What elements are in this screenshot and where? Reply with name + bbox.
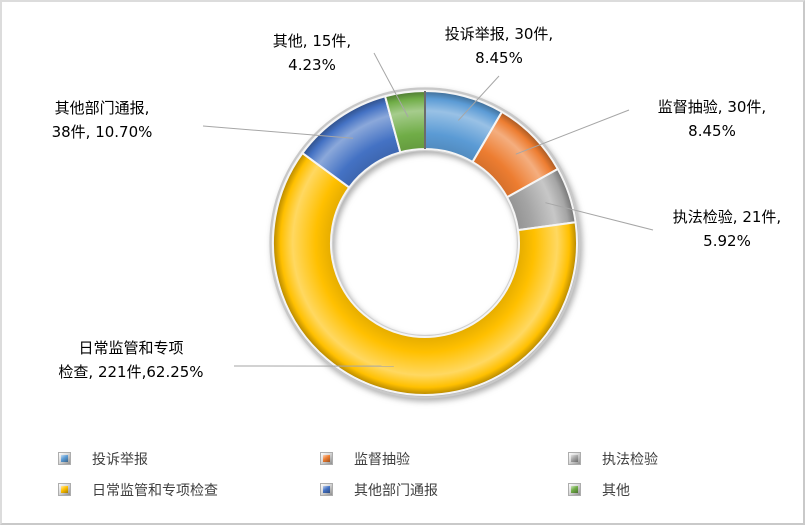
legend-item-qita-bumen-tongbao: 其他部门通报 — [320, 481, 568, 499]
data-label-line: 监督抽验, 30件, — [657, 98, 767, 116]
doughnut-body — [269, 87, 581, 399]
legend-item-zhifa-jianyan: 执法检验 — [568, 450, 658, 468]
data-label-richang-jianguan: 日常监管和专项 检查, 221件,62.25% — [25, 336, 237, 384]
data-label-line: 8.45% — [688, 122, 736, 140]
data-label-line: 日常监管和专项 — [78, 339, 184, 357]
legend-marker-icon — [320, 483, 333, 496]
data-label-line: 其他部门通报, — [54, 99, 150, 117]
legend-label: 执法检验 — [602, 451, 658, 468]
leader-line-5 — [373, 52, 409, 118]
legend-marker-icon — [568, 452, 581, 465]
legend-label: 日常监管和专项检查 — [92, 482, 218, 499]
inner-rim — [331, 149, 519, 337]
legend-item-jiandu-chouyan: 监督抽验 — [320, 450, 568, 468]
data-label-line: 4.23% — [288, 56, 336, 74]
data-label-line: 5.92% — [703, 232, 751, 250]
legend-label: 其他 — [602, 482, 630, 499]
leader-line-4 — [202, 125, 354, 139]
legend-marker-icon — [58, 452, 71, 465]
leader-line-2 — [545, 202, 654, 231]
legend-label: 其他部门通报 — [354, 482, 438, 499]
legend-item-qita: 其他 — [568, 481, 658, 499]
legend-item-tousu-jubao: 投诉举报 — [58, 450, 320, 468]
data-label-tousu-jubao: 投诉举报, 30件, 8.45% — [430, 22, 568, 70]
data-label-zhifa-jianyan: 执法检验, 21件, 5.92% — [648, 205, 803, 253]
legend-marker-icon — [58, 483, 71, 496]
data-label-qita-bumen-tongbao: 其他部门通报, 38件, 10.70% — [30, 96, 174, 144]
legend-marker-icon — [320, 452, 333, 465]
data-label-jiandu-chouyan: 监督抽验, 30件, 8.45% — [625, 95, 799, 143]
data-label-line: 执法检验, 21件, — [672, 208, 782, 226]
data-label-qita: 其他, 15件, 4.23% — [253, 29, 371, 77]
legend-marker-icon — [568, 483, 581, 496]
data-label-line: 38件, 10.70% — [51, 123, 153, 141]
leader-line-0 — [457, 75, 500, 121]
data-label-line: 投诉举报, 30件, — [444, 25, 554, 43]
outer-rim — [269, 87, 581, 399]
data-label-line: 其他, 15件, — [272, 32, 352, 50]
legend-label: 投诉举报 — [92, 451, 148, 468]
leader-lines — [202, 52, 654, 367]
legend-label: 监督抽验 — [354, 451, 410, 468]
data-label-line: 8.45% — [475, 49, 523, 67]
legend-item-richang-jianguan: 日常监管和专项检查 — [58, 481, 320, 499]
data-label-line: 检查, 221件,62.25% — [58, 363, 204, 381]
doughnut-slice-3 — [272, 152, 578, 396]
leader-line-1 — [515, 109, 630, 155]
chart-legend: 投诉举报 监督抽验 执法检验 日常监管和专项检查 其他部门通报 其他 — [58, 450, 658, 499]
